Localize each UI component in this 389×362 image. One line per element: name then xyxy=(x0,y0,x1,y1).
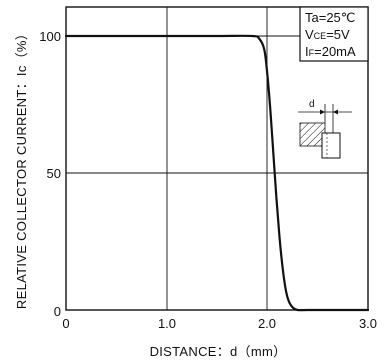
diagram-arrow-right xyxy=(320,109,325,115)
condition-ta: Ta=25℃ xyxy=(305,10,355,25)
condition-vce-main: V xyxy=(305,27,314,42)
condition-vce-sub: CE xyxy=(314,31,327,41)
diagram-reflector xyxy=(299,122,326,147)
x-tick-0: 0 xyxy=(62,316,69,331)
condition-vce-tail: =5V xyxy=(326,27,350,42)
condition-if-main: I xyxy=(305,44,309,59)
series-line xyxy=(64,34,370,312)
condition-if-tail: =20mA xyxy=(314,44,356,59)
y-tick-0: 0 xyxy=(54,304,61,319)
diagram-arrow-left xyxy=(333,109,338,115)
x-tick-3: 3.0 xyxy=(359,316,377,331)
condition-if-sub: F xyxy=(309,48,315,58)
diagram-d-label: d xyxy=(309,99,315,110)
y-tick-100: 100 xyxy=(39,29,61,44)
y-axis-label: RELATIVE COLLECTOR CURRENT：Ic（%） xyxy=(14,27,29,309)
x-axis-label: DISTANCE：d（mm） xyxy=(150,344,287,359)
x-tick-1: 1.0 xyxy=(158,316,176,331)
measurement-diagram: d xyxy=(298,99,352,159)
conditions-box: Ta=25℃ VCE=5V IF=20mA xyxy=(299,6,369,62)
diagram-sensor xyxy=(321,132,341,159)
y-tick-50: 50 xyxy=(47,166,61,181)
plot-frame xyxy=(65,6,369,311)
conditions-frame xyxy=(299,6,369,62)
x-tick-2: 2.0 xyxy=(258,316,276,331)
condition-if: IF=20mA xyxy=(305,44,356,59)
condition-vce: VCE=5V xyxy=(305,27,350,42)
